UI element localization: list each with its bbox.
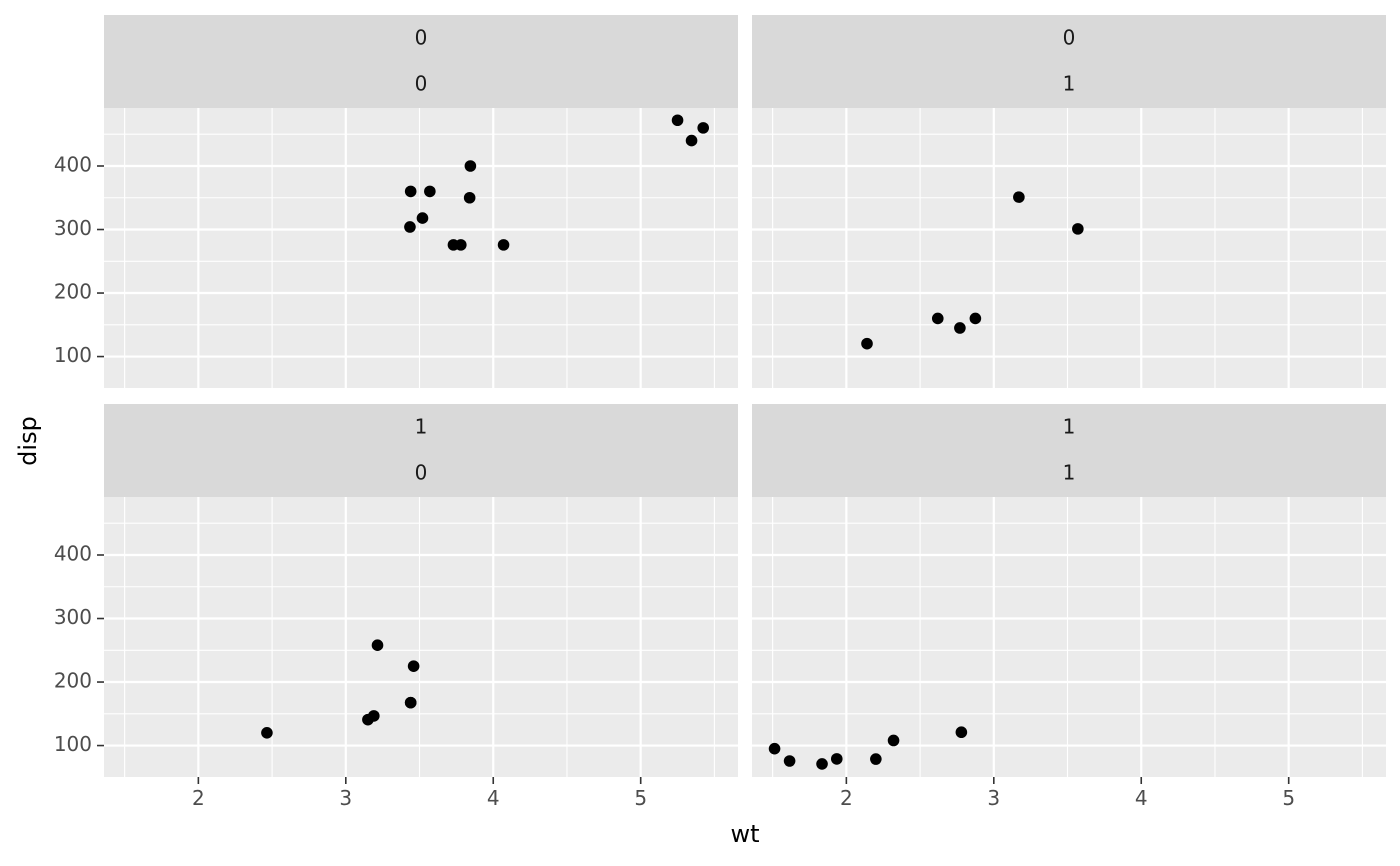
data-point [416, 212, 429, 224]
data-point [464, 160, 477, 172]
x-tick-label: 2 [192, 786, 205, 810]
data-point [404, 185, 417, 198]
data-point [455, 239, 467, 251]
y-tick-label: 300 [54, 216, 92, 240]
data-point [424, 185, 436, 198]
facet-panel: 01 [752, 15, 1386, 388]
facet-panel: 1 1 2 3 4 5 [752, 404, 1386, 810]
data-point [697, 122, 710, 134]
data-point [497, 239, 510, 251]
y-axis-title: disp [14, 416, 42, 466]
data-point [887, 734, 900, 747]
data-point [954, 322, 966, 334]
facet-strip-label: 1 [1063, 415, 1076, 439]
x-tick-label: 4 [1135, 786, 1148, 810]
data-point [783, 755, 796, 767]
x-tick-label: 2 [840, 786, 853, 810]
data-point [931, 312, 944, 325]
data-point [830, 753, 843, 765]
facet-strip [104, 404, 738, 497]
y-tick-label: 100 [54, 343, 92, 367]
facet-strip-label: 1 [415, 415, 428, 439]
facet-panel: 1 0 100 200 300 400 2 3 4 5 [54, 404, 738, 810]
y-tick-label: 200 [54, 669, 92, 693]
x-tick-label: 4 [487, 786, 500, 810]
y-tick-label: 300 [54, 605, 92, 629]
facet-strip [104, 15, 738, 108]
facet-strip-label: 1 [1063, 461, 1076, 485]
x-tick-label: 5 [634, 786, 647, 810]
y-tick-label: 100 [54, 732, 92, 756]
x-tick-label: 3 [987, 786, 1000, 810]
y-tick-label: 400 [54, 541, 92, 565]
x-tick-label: 3 [339, 786, 352, 810]
facet-strip-label: 1 [1063, 72, 1076, 96]
panel-background [104, 108, 738, 388]
data-point [671, 114, 684, 127]
data-point [407, 660, 420, 672]
panel-background [752, 108, 1386, 388]
facet-strip [752, 15, 1386, 108]
data-point [371, 639, 384, 651]
y-tick-label: 200 [54, 280, 92, 304]
data-point [870, 753, 882, 765]
y-tick-label: 400 [54, 152, 92, 176]
panel-background [752, 497, 1386, 777]
facet-strip-label: 0 [415, 461, 428, 485]
facet-strip [752, 404, 1386, 497]
data-point [861, 337, 873, 350]
data-point [768, 742, 781, 755]
facet-strip-label: 0 [415, 26, 428, 50]
data-point [1013, 191, 1025, 203]
facet-strip-label: 0 [1063, 26, 1076, 50]
x-axis-title: wt [730, 820, 759, 848]
data-point [685, 134, 698, 147]
facet-strip-label: 0 [415, 72, 428, 96]
panel-background [104, 497, 738, 777]
data-point [404, 221, 416, 233]
data-point [1072, 223, 1084, 235]
data-point [955, 726, 968, 739]
facet-panel: 0 0 100 200 300 400 [54, 15, 738, 388]
data-point [404, 696, 417, 709]
data-point [816, 758, 828, 770]
data-point [362, 713, 374, 726]
data-point [969, 312, 982, 325]
data-point [261, 726, 273, 739]
x-tick-label: 5 [1282, 786, 1295, 810]
data-point [463, 191, 476, 204]
